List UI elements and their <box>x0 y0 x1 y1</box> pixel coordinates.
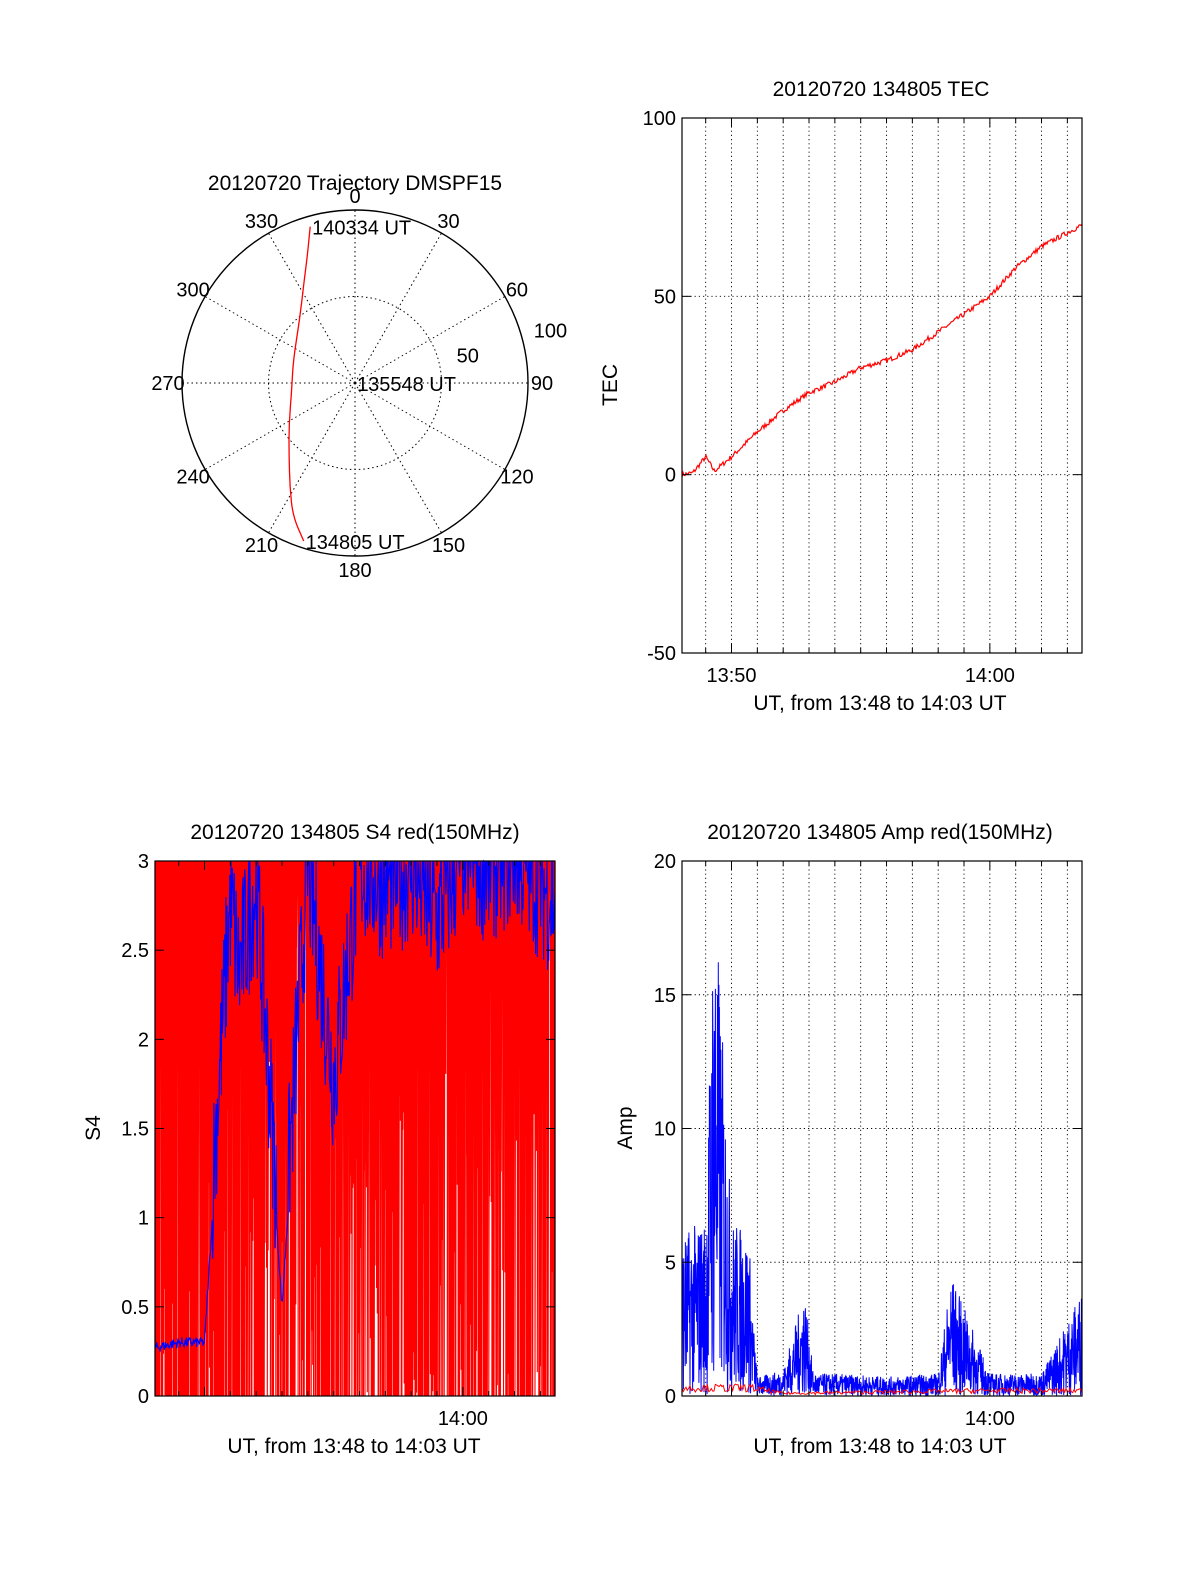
polar-angle-label: 300 <box>176 280 209 302</box>
s4-ytick-label: 2.5 <box>121 940 149 962</box>
polar-outer-ring <box>181 209 529 557</box>
polar-radius-label: 100 <box>534 320 567 342</box>
amp-xtick-label: 14:00 <box>965 1408 1015 1430</box>
amp-panel: 20120720 134805 Amp red(150MHz) 0 5 10 15 20… <box>614 821 1083 1458</box>
polar-spoke <box>268 232 356 384</box>
amp-ytick-label: 10 <box>654 1119 676 1141</box>
tec-ticks: -50 0 50 100 13:50 14:00 <box>643 108 1082 687</box>
polar-spoke <box>354 296 506 384</box>
tec-ytick-label: 50 <box>654 286 676 308</box>
tec-grid <box>682 117 1082 654</box>
amp-ytick-label: 5 <box>665 1252 676 1274</box>
s4-panel: 20120720 134805 S4 red(150MHz) 0 0.5 1 1.5 2… <box>82 821 556 1458</box>
polar-angle-label: 330 <box>245 211 278 233</box>
polar-angle-label: 90 <box>531 373 553 395</box>
polar-time-annotation: 140334 UT <box>312 218 411 240</box>
amp-blue-series-line <box>681 962 1083 1398</box>
amp-ytick-label: 15 <box>654 985 676 1007</box>
amp-ylabel: Amp <box>614 1106 637 1149</box>
polar-title: 20120720 Trajectory DMSPF15 <box>208 172 502 195</box>
polar-spoke <box>354 382 506 470</box>
polar-panel: 20120720 Trajectory DMSPF15 0 30 60 90 120 15… <box>151 172 567 582</box>
polar-spoke <box>354 232 442 384</box>
polar-spoke <box>268 382 356 534</box>
tec-xlabel: UT, from 13:48 to 14:03 UT <box>753 692 1006 715</box>
polar-angle-label: 60 <box>506 280 528 302</box>
polar-spoke <box>204 382 356 470</box>
s4-ylabel: S4 <box>82 1115 105 1141</box>
polar-spoke <box>204 296 356 384</box>
s4-ytick-label: 0 <box>138 1386 149 1408</box>
s4-title: 20120720 134805 S4 red(150MHz) <box>190 821 519 844</box>
s4-ytick-label: 1.5 <box>121 1119 149 1141</box>
tec-ylabel: TEC <box>599 364 622 406</box>
polar-angle-label: 240 <box>176 467 209 489</box>
tec-xtick-label: 14:00 <box>965 665 1015 687</box>
s4-ytick-label: 2 <box>138 1029 149 1051</box>
polar-angle-label: 270 <box>151 373 184 395</box>
s4-ytick-label: 3 <box>138 851 149 873</box>
tec-line <box>681 223 1083 478</box>
s4-ticks: 0 0.5 1 1.5 2 2.5 3 14:00 <box>121 851 555 1430</box>
tec-ytick-label: 100 <box>643 108 676 130</box>
polar-time-annotation: 135548 UT <box>357 374 456 396</box>
s4-ytick-label: 1 <box>138 1208 149 1230</box>
amp-ytick-label: 0 <box>665 1386 676 1408</box>
polar-angle-label: 180 <box>338 560 371 582</box>
polar-angle-label: 150 <box>432 535 465 557</box>
tec-ytick-label: -50 <box>647 643 676 665</box>
polar-annotations: 140334 UT 135548 UT 134805 UT <box>306 218 456 554</box>
amp-ticks: 0 5 10 15 20 14:00 <box>654 851 1082 1430</box>
tec-title: 20120720 134805 TEC <box>773 78 990 101</box>
amp-ytick-label: 20 <box>654 851 676 873</box>
amp-series <box>681 962 1083 1398</box>
polar-angle-label: 210 <box>245 535 278 557</box>
polar-spoke <box>354 382 442 534</box>
s4-xlabel: UT, from 13:48 to 14:03 UT <box>227 1435 480 1458</box>
amp-title: 20120720 134805 Amp red(150MHz) <box>707 821 1053 844</box>
tec-series <box>681 223 1083 478</box>
tec-ytick-label: 0 <box>665 465 676 487</box>
polar-angle-label: 0 <box>349 186 360 208</box>
polar-radius-labels: 50 100 <box>457 320 568 367</box>
s4-series <box>154 859 556 1397</box>
polar-trajectory-line <box>288 226 311 542</box>
tec-xtick-label: 13:50 <box>706 665 756 687</box>
s4-xtick-label: 14:00 <box>438 1408 488 1430</box>
polar-series <box>288 226 311 542</box>
polar-time-annotation: 134805 UT <box>306 532 405 554</box>
tec-frame <box>681 117 1083 654</box>
polar-angle-label: 120 <box>500 467 533 489</box>
s4-ytick-label: 0.5 <box>121 1297 149 1319</box>
amp-xlabel: UT, from 13:48 to 14:03 UT <box>753 1435 1006 1458</box>
polar-grid <box>181 209 529 557</box>
polar-angle-labels: 0 30 60 90 120 150 180 210 240 270 300 330 <box>151 186 553 582</box>
polar-angle-label: 30 <box>437 211 459 233</box>
polar-radius-label: 50 <box>457 346 479 368</box>
